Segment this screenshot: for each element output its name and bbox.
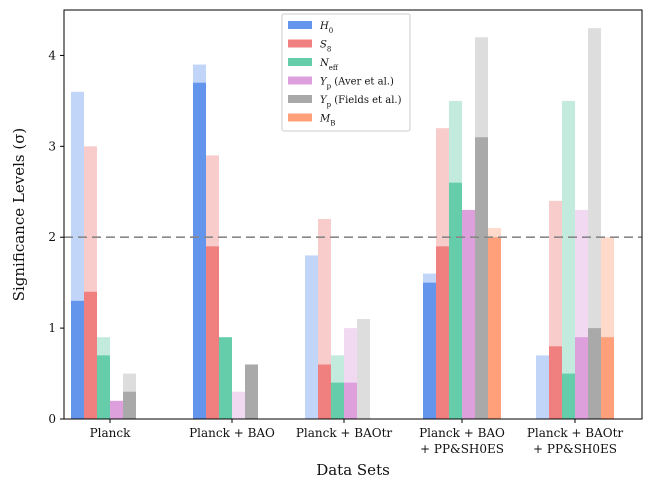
y-tick-label: 1 (48, 321, 56, 335)
bar-series4-group1 (245, 364, 258, 419)
bar-series2-group2 (331, 382, 344, 419)
y-axis-ticks: 0 1 2 3 4 (48, 48, 64, 426)
bar-series0-group0 (71, 300, 84, 419)
x-tick-label: Planck (90, 426, 132, 440)
plot-area (63, 9, 643, 420)
bar-light-series4-group2 (357, 319, 370, 419)
legend-entry: Neff (319, 58, 339, 72)
x-axis-label: Data Sets (316, 461, 390, 479)
bar-series0-group3 (423, 282, 436, 419)
bar-series1-group2 (318, 364, 331, 419)
y-tick-label: 4 (48, 48, 56, 62)
y-axis-label: Significance Levels (σ) (10, 128, 28, 302)
bar-light-series3-group1 (232, 391, 245, 419)
bar-light-series2-group4 (562, 100, 575, 419)
y-tick-label: 2 (48, 230, 56, 244)
legend-swatch (288, 21, 312, 29)
bar-light-series0-group2 (305, 255, 318, 419)
legend-swatch (288, 39, 312, 48)
bar-series5-group4 (601, 337, 614, 419)
x-axis-ticks: Planck Planck + BAO Planck + BAOtr Planck +… (90, 419, 624, 456)
bar-series5-group3 (488, 237, 501, 419)
bar-light-series0-group4 (536, 355, 549, 419)
bar-series4-group0 (123, 391, 136, 419)
legend-swatch (288, 58, 312, 66)
y-tick-label: 3 (48, 139, 56, 153)
bar-series3-group3 (462, 209, 475, 419)
bar-series1-group3 (436, 246, 449, 419)
y-tick-label: 0 (48, 412, 56, 426)
bar-series3-group4 (575, 337, 588, 419)
legend-box (281, 13, 411, 132)
legend-entry: H0 (319, 21, 333, 35)
bar-series4-group3 (475, 137, 488, 419)
legend-swatch (288, 95, 312, 103)
legend-swatch (288, 76, 312, 85)
legend-entry: Yp (Fields et al.) (320, 95, 402, 109)
x-tick-label: Planck + BAOtr (296, 426, 393, 440)
x-tick-label: Planck + BAOtr + PP&SH0ES (527, 426, 624, 456)
x-tick-label: Planck + BAO (189, 426, 275, 440)
legend-entry: Yp (Aver et al.) (320, 77, 394, 91)
legend-swatch (288, 113, 312, 122)
bar-series1-group1 (206, 246, 219, 419)
bar-series3-group2 (344, 382, 357, 419)
bar-series4-group4 (588, 328, 601, 419)
bar-light-series4-group4 (588, 28, 601, 420)
x-tick-label: Planck + BAO + PP&SH0ES (419, 426, 505, 456)
bar-series1-group4 (549, 346, 562, 419)
bar-series2-group1 (219, 337, 232, 419)
bar-series0-group1 (193, 82, 206, 419)
bar-series2-group4 (562, 373, 575, 419)
legend-entry: MB (319, 114, 335, 128)
bar-series2-group0 (97, 355, 110, 419)
bar-series2-group3 (449, 182, 462, 419)
legend-entry: S8 (320, 40, 331, 54)
bar-series1-group0 (84, 291, 97, 419)
axes-frame (63, 9, 643, 420)
legend: H0 S8 Neff Yp (Aver et al.) Yp (Fields et al… (281, 13, 411, 132)
bar-series3-group0 (110, 400, 123, 419)
